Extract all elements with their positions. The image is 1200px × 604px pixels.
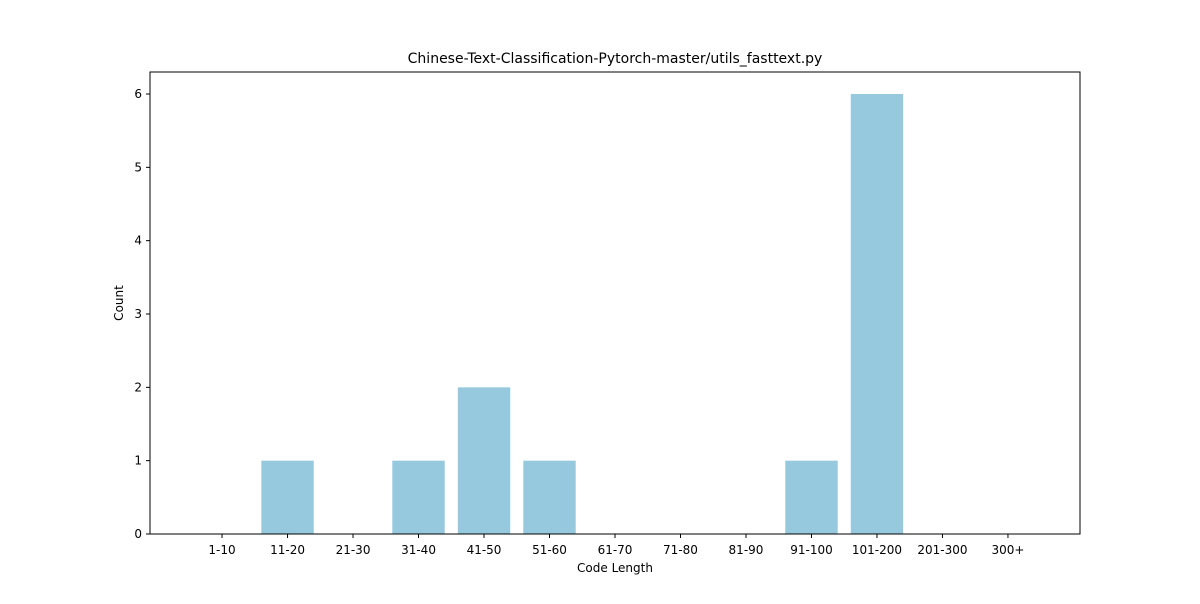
x-tick-label: 300+ bbox=[991, 543, 1024, 557]
bars-layer bbox=[261, 94, 904, 534]
y-tick-label: 3 bbox=[134, 307, 142, 321]
x-tick-label: 31-40 bbox=[401, 543, 436, 557]
x-axis-label: Code Length bbox=[577, 561, 653, 575]
bar-11-20 bbox=[261, 460, 314, 534]
y-tick-label: 1 bbox=[134, 454, 142, 468]
x-tick-label: 71-80 bbox=[663, 543, 698, 557]
bar-41-50 bbox=[457, 387, 511, 534]
chart-title: Chinese-Text-Classification-Pytorch-mast… bbox=[408, 51, 823, 67]
y-tick-label: 2 bbox=[134, 380, 142, 394]
x-tick-label: 91-100 bbox=[790, 543, 833, 557]
x-tick-label: 101-200 bbox=[852, 543, 902, 557]
x-tick-label: 201-300 bbox=[917, 543, 967, 557]
x-tick-label: 81-90 bbox=[729, 543, 764, 557]
bar-51-60 bbox=[523, 460, 576, 534]
x-tick-label: 61-70 bbox=[598, 543, 633, 557]
x-tick-label: 11-20 bbox=[270, 543, 305, 557]
y-tick-label: 5 bbox=[134, 160, 142, 174]
x-axis: 1-10 11-20 21-30 31-40 41-50 51-60 61-70 71-80 8… bbox=[208, 534, 1024, 557]
y-axis-label: Count bbox=[112, 285, 126, 321]
y-axis: 0 1 2 3 4 5 6 bbox=[134, 87, 150, 541]
x-tick-label: 1-10 bbox=[208, 543, 235, 557]
bar-101-200 bbox=[850, 94, 904, 534]
y-tick-label: 0 bbox=[134, 527, 142, 541]
x-tick-label: 41-50 bbox=[467, 543, 502, 557]
y-tick-label: 6 bbox=[134, 87, 142, 101]
bar-91-100 bbox=[785, 460, 838, 534]
x-tick-label: 51-60 bbox=[532, 543, 567, 557]
y-tick-label: 4 bbox=[134, 234, 142, 248]
x-tick-label: 21-30 bbox=[336, 543, 371, 557]
bar-31-40 bbox=[392, 460, 445, 534]
